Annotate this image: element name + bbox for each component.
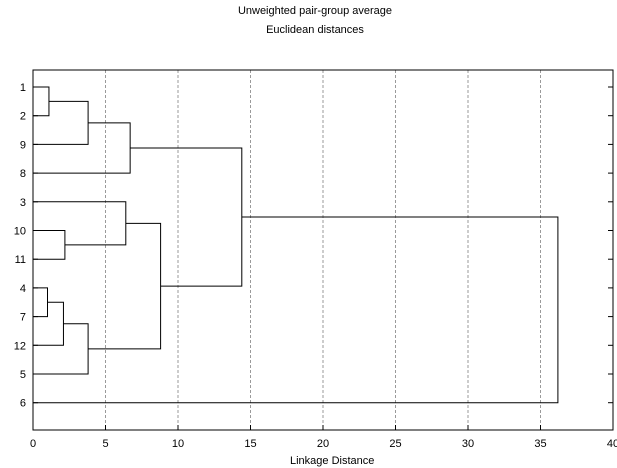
- x-tick-label: 10: [172, 438, 184, 450]
- chart-subtitle: Euclidean distances: [266, 24, 364, 36]
- dendrogram-link: [33, 301, 64, 346]
- leaf-label: 12: [14, 340, 26, 352]
- leaf-label: 8: [20, 168, 26, 180]
- dendrogram-link: [33, 86, 50, 117]
- x-tick-label: 15: [244, 438, 256, 450]
- dendrogram-link: [33, 323, 89, 375]
- dendrogram-link: [33, 201, 127, 246]
- leaf-label: 1: [20, 82, 26, 94]
- x-tick-label: 20: [317, 438, 329, 450]
- leaf-label: 10: [14, 226, 26, 238]
- leaf-label: 2: [20, 111, 26, 123]
- dendrogram-link: [33, 230, 66, 260]
- leaf-label: 7: [20, 312, 26, 324]
- leaf-label: 6: [20, 398, 26, 410]
- x-axis-label: Linkage Distance: [290, 455, 375, 467]
- x-tick-label: 40: [607, 438, 617, 450]
- dendrogram-link: [33, 287, 48, 318]
- dendrogram-link: [33, 122, 131, 174]
- dendrogram-link: [33, 216, 559, 404]
- leaf-label: 9: [20, 139, 26, 151]
- leaf-label: 3: [20, 197, 26, 209]
- dendrogram-link: [130, 147, 243, 287]
- x-tick-label: 5: [102, 438, 108, 450]
- x-tick-label: 25: [389, 438, 401, 450]
- leaf-label: 11: [15, 254, 26, 266]
- leaf-label: 5: [20, 369, 26, 381]
- dendrogram-link: [88, 222, 162, 350]
- x-tick-label: 35: [534, 438, 546, 450]
- chart-title: Unweighted pair-group average: [237, 5, 393, 17]
- x-tick-label: 30: [462, 438, 474, 450]
- leaf-label: 4: [20, 283, 26, 295]
- dendrogram-link: [33, 100, 89, 145]
- x-tick-label: 0: [30, 438, 36, 450]
